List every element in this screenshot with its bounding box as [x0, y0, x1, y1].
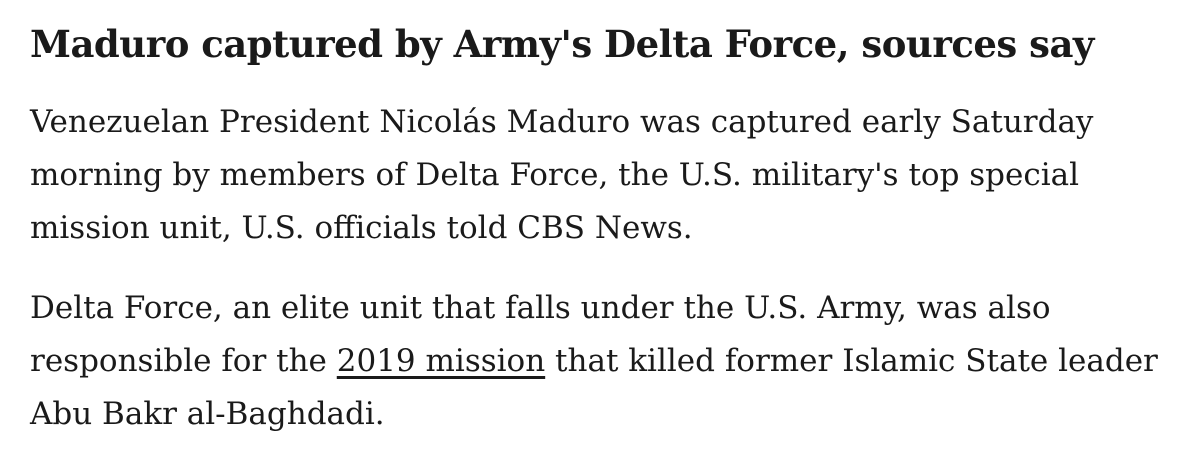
text-after-link: that killed former Islamic State leader	[545, 343, 1158, 380]
text-before-link: responsible for the	[30, 343, 337, 380]
paragraph-1-line-3: mission unit, U.S. officials told CBS Ne…	[30, 210, 693, 247]
paragraph-2-line-3: Abu Bakr al-Baghdadi.	[30, 396, 385, 433]
article-paragraph-2: Delta Force, an elite unit that falls un…	[30, 282, 1160, 441]
paragraph-2-line-2: responsible for the 2019 mission that ki…	[30, 335, 1160, 388]
paragraph-1-line-1: Venezuelan President Nicolás Maduro was …	[30, 104, 1094, 141]
article-headline: Maduro captured by Army's Delta Force, s…	[30, 22, 1094, 66]
article-paragraph-1: Venezuelan President Nicolás Maduro was …	[30, 96, 1160, 255]
2019-mission-link[interactable]: 2019 mission	[336, 343, 546, 380]
paragraph-2-line-1: Delta Force, an elite unit that falls un…	[30, 290, 1051, 327]
article-body: Maduro captured by Army's Delta Force, s…	[30, 22, 1160, 441]
paragraph-1-line-2: morning by members of Delta Force, the U…	[30, 157, 1080, 194]
